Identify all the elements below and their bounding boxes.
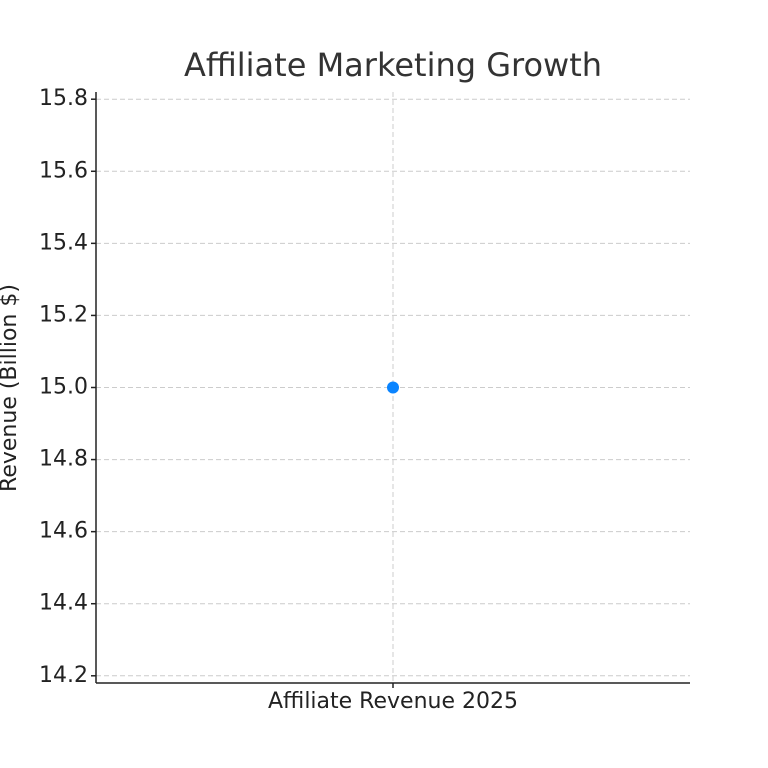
y-axis-label: Revenue (Billion $) — [0, 284, 22, 492]
y-tick-label: 15.6 — [39, 158, 88, 183]
y-tick-label: 14.2 — [39, 663, 88, 688]
point — [387, 381, 399, 394]
y-tick-label: 14.4 — [39, 591, 88, 616]
chart-title: Affiliate Marketing Growth — [184, 46, 602, 84]
y-tick-label: 14.6 — [39, 519, 88, 544]
y-tick-label: 14.8 — [39, 447, 88, 472]
y-tick-label: 15.4 — [39, 230, 88, 255]
y-tick-label: 15.8 — [39, 86, 88, 111]
y-tick-label: 15.0 — [39, 375, 88, 400]
x-tick-label: Affiliate Revenue 2025 — [268, 689, 518, 714]
y-tick-label: 15.2 — [39, 302, 88, 327]
